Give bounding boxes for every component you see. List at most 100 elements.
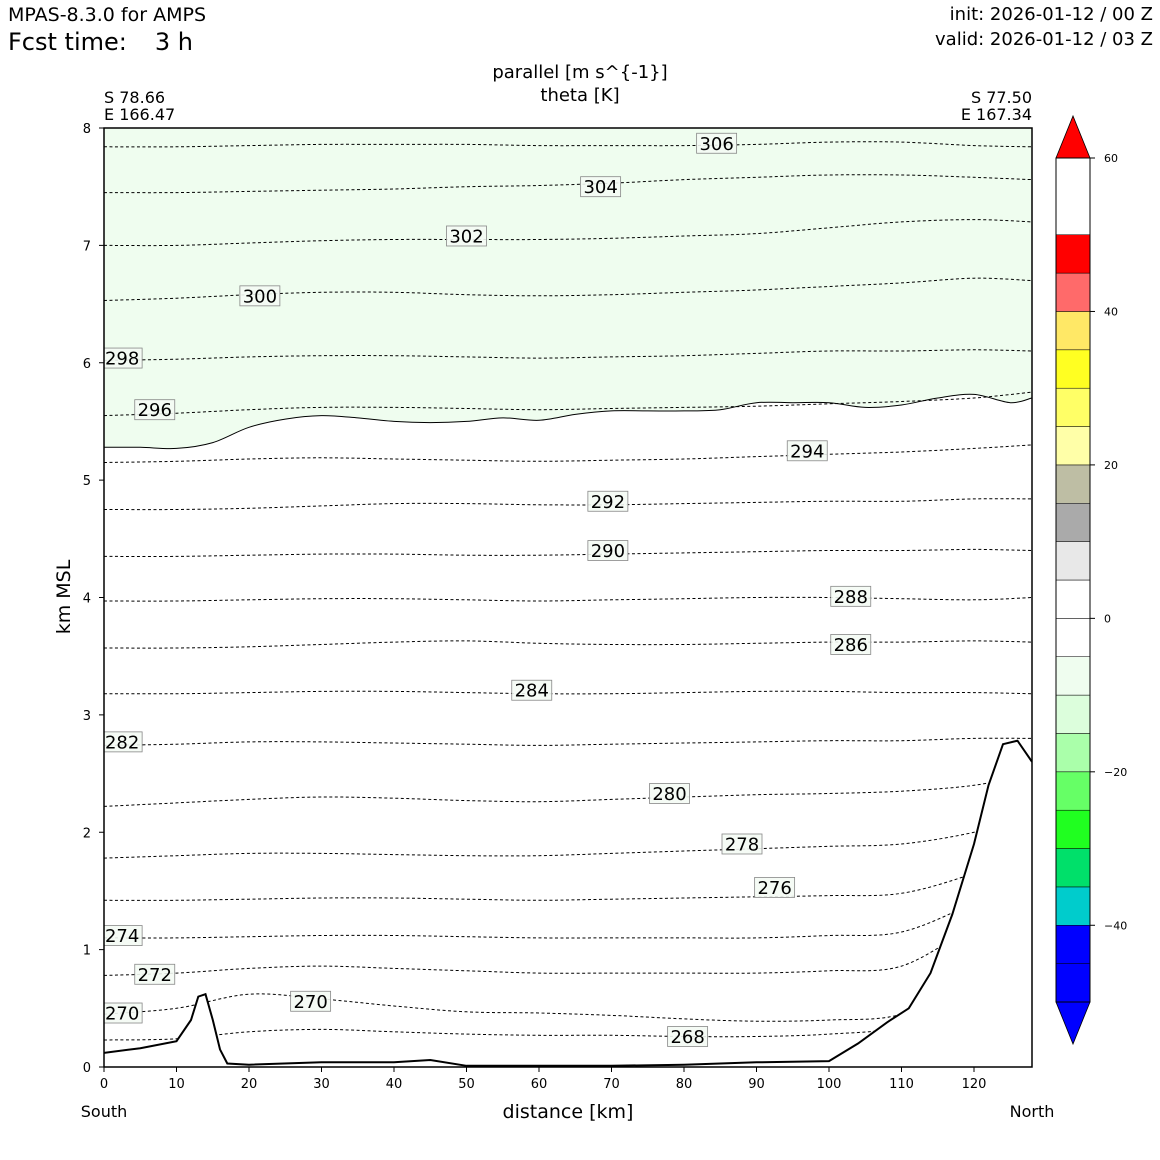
contour-label-text: 302 (449, 226, 483, 247)
colorbar-tick-label: −20 (1104, 766, 1127, 779)
contour-label-box (721, 833, 763, 855)
theta-contour-270 (104, 937, 1032, 1022)
y-tick-label: 0 (83, 1061, 91, 1076)
contour-label-text: 268 (670, 1027, 704, 1048)
contour-label-282: 282 (104, 731, 143, 753)
contour-label-278: 278 (721, 833, 763, 855)
x-tick-label: 90 (748, 1077, 765, 1092)
contour-label-box (830, 585, 872, 607)
y-tick-label: 8 (83, 122, 91, 137)
x-tick-label: 0 (100, 1077, 108, 1092)
contour-label-text: 304 (583, 177, 617, 198)
colorbar-swatch (1055, 963, 1091, 1003)
contour-label-290: 290 (587, 540, 629, 562)
contour-label-270: 270 (104, 1002, 143, 1025)
x-tick-label: 30 (313, 1077, 330, 1092)
theta-contour-294 (104, 444, 1032, 463)
wind-zero-contour (104, 393, 1032, 450)
contour-label-302: 302 (446, 225, 487, 247)
contour-label-box (580, 176, 622, 198)
x-tick-label: 110 (889, 1077, 914, 1092)
contour-label-text: 298 (105, 349, 139, 370)
x-axis-label: distance [km] (503, 1101, 634, 1123)
colorbar-swatch (1055, 809, 1091, 849)
colorbar-swatch (1055, 387, 1091, 427)
contour-label-box (290, 990, 332, 1012)
theta-contour-304 (104, 174, 1032, 194)
contour-label-288: 288 (830, 585, 872, 608)
x-tick-label: 40 (386, 1077, 403, 1092)
contour-label-box (134, 399, 176, 421)
x-tick-label: 50 (458, 1077, 475, 1092)
contour-label-box (104, 347, 143, 369)
colorbar-swatch (1055, 771, 1091, 811)
contour-label-text: 274 (105, 926, 139, 947)
x-tick-label: 70 (603, 1077, 620, 1092)
contour-label-box (830, 634, 872, 655)
y-tick-label: 6 (83, 357, 91, 372)
contour-label-box (587, 540, 629, 561)
colorbar-under-arrow (1055, 1001, 1091, 1046)
axes: 0 10 20 30 40 50 60 70 80 90 100 110 120 0 1 2 3 4 5 6 7 8 (83, 122, 1033, 1092)
colorbar-swatch (1055, 272, 1091, 312)
theta-contour-296 (104, 391, 1032, 417)
x-tick-label: 20 (241, 1077, 258, 1092)
start-lat: S 78.66 (104, 88, 165, 107)
contour-label-text: 270 (105, 1004, 139, 1025)
forecast-time-value: 3 h (154, 28, 193, 56)
terrain-outline (104, 739, 1032, 1067)
colorbar-swatch (1055, 656, 1091, 696)
start-lon: E 166.47 (104, 105, 175, 124)
contour-label-text: 306 (699, 134, 733, 155)
x-tick-label: 120 (962, 1077, 987, 1092)
contour-label-text: 294 (790, 441, 824, 462)
contour-label-box (104, 731, 143, 753)
contour-label-box (786, 440, 828, 462)
colorbar-swatch (1055, 925, 1091, 964)
y-tick-label: 2 (83, 826, 91, 841)
contour-label-304: 304 (580, 176, 622, 198)
colorbar-swatch (1055, 541, 1091, 581)
colorbar-tick-label: −40 (1104, 919, 1127, 932)
theta-contour-286 (104, 640, 1032, 649)
contour-label-box (511, 679, 553, 701)
contour-label-text: 278 (725, 834, 759, 855)
contour-label-292: 292 (587, 490, 629, 513)
theta-contour-280 (104, 773, 1032, 807)
theta-contour-306 (104, 141, 1032, 148)
contour-label-box (649, 783, 690, 804)
colorbar-swatch (1055, 618, 1091, 657)
contour-label-306: 306 (696, 132, 738, 155)
contour-label-text: 300 (243, 286, 277, 307)
theta-contour-290 (104, 548, 1032, 557)
colorbar-swatch (1055, 234, 1091, 274)
contour-label-276: 276 (754, 877, 796, 899)
contour-label-296: 296 (134, 399, 176, 421)
x-tick-label: 10 (168, 1077, 185, 1092)
contour-label-text: 284 (515, 681, 549, 702)
colorbar-tick-label: 0 (1104, 612, 1111, 625)
contour-label-268: 268 (667, 1026, 709, 1048)
x-tick-label: 80 (676, 1077, 693, 1092)
contour-label-text: 292 (591, 492, 625, 513)
colorbar-tick-label: 40 (1104, 305, 1118, 318)
theta-contour-276 (104, 849, 1032, 901)
y-tick-label: 4 (83, 592, 91, 607)
colorbar-swatch (1055, 426, 1091, 466)
colorbar-swatch (1055, 848, 1091, 888)
contour-label-270: 270 (290, 990, 332, 1013)
contour-label-box (239, 285, 281, 307)
colorbar-swatch (1055, 886, 1091, 926)
contour-label-284: 284 (511, 679, 553, 702)
theta-contour-272 (104, 896, 1032, 976)
y-axis-label: km MSL (53, 559, 75, 634)
plot-clip-group: 306 304 302 300 298 296 294 292 290 288 286 284 282 2… (104, 128, 1032, 1067)
chart-subtitle: theta [K] (540, 85, 619, 106)
theta-contour-284 (104, 690, 1032, 695)
colorbar-swatch (1055, 464, 1091, 504)
contour-label-box (754, 877, 796, 898)
terrain-fill (104, 740, 1032, 1067)
colorbar-swatch (1055, 503, 1091, 542)
colorbar-swatch (1055, 733, 1091, 773)
contour-label-box (104, 925, 143, 946)
